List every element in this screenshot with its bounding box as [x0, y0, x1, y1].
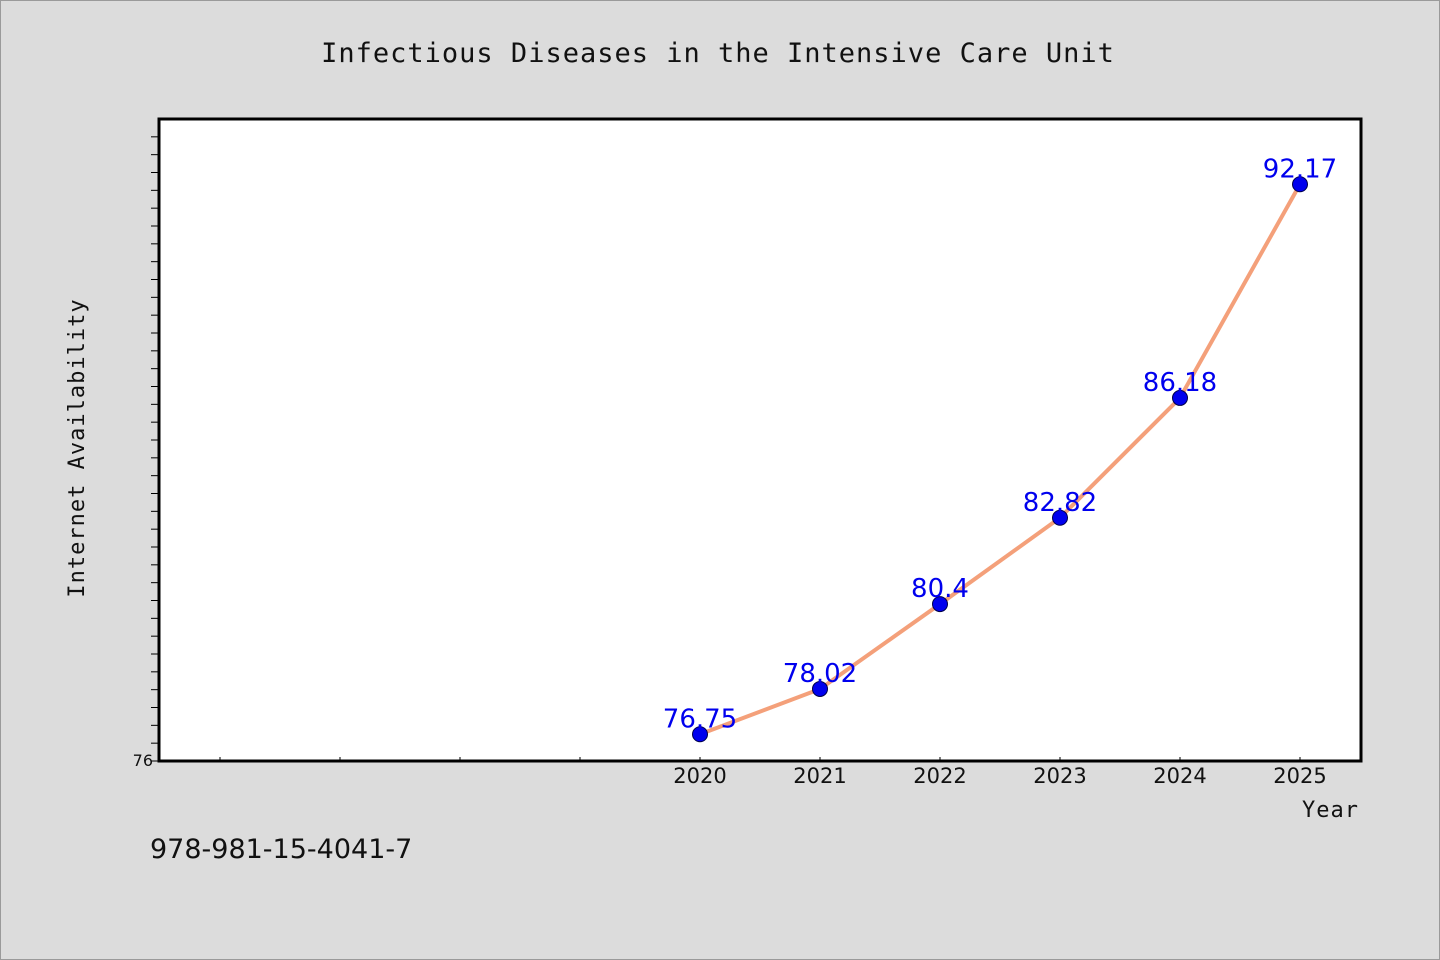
x-tick-label: 2025 [1273, 764, 1326, 788]
x-axis-ticks: 2020 2021 2022 2023 2024 2025 [219, 757, 1327, 788]
data-label: 82.82 [1023, 488, 1097, 518]
series-line [699, 183, 1302, 737]
isbn-text: 978-981-15-4041-7 [150, 834, 413, 865]
x-tick-label: 2023 [1033, 764, 1086, 788]
x-tick-label: 2021 [793, 764, 846, 788]
data-label: 76.75 [663, 704, 737, 734]
data-point [1292, 176, 1308, 193]
x-tick-label: 2022 [913, 764, 966, 788]
data-point [1172, 389, 1188, 406]
x-tick-label: 2024 [1153, 764, 1206, 788]
data-labels: 76.75 78.02 80.4 82.82 86.18 92.17 [663, 154, 1337, 734]
data-label: 92.17 [1263, 154, 1337, 184]
x-tick-label: 2020 [673, 764, 726, 788]
data-label: 78.02 [783, 659, 857, 689]
data-point [932, 596, 948, 613]
data-label: 80.4 [911, 574, 969, 604]
series-line-group [699, 183, 1302, 737]
data-point [812, 680, 828, 697]
data-label: 86.18 [1143, 368, 1217, 398]
data-point [692, 726, 708, 743]
chart-title: Infectious Diseases in the Intensive Car… [321, 38, 1115, 69]
x-axis-title: Year [1302, 798, 1359, 823]
data-point [1052, 509, 1068, 526]
y-axis-ticks: 76 [133, 136, 159, 770]
plot-area [157, 117, 1363, 763]
data-points [692, 176, 1308, 743]
y-axis-title: Internet Availability [65, 298, 90, 597]
y-tick-label: 76 [133, 751, 153, 770]
